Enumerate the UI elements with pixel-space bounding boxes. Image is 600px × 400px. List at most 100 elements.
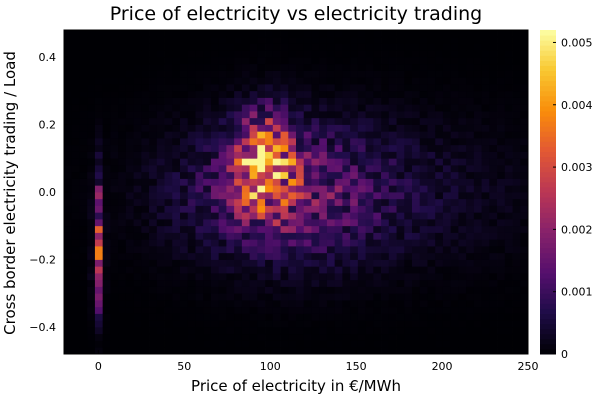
heatmap-cell	[203, 138, 212, 146]
heatmap-cell	[87, 151, 96, 159]
heatmap-cell	[412, 252, 421, 260]
heatmap-cell	[203, 57, 212, 65]
heatmap-cell	[350, 333, 359, 341]
heatmap-cell	[87, 259, 96, 267]
heatmap-cell	[373, 340, 382, 348]
heatmap-cell	[373, 192, 382, 200]
heatmap-cell	[520, 232, 529, 240]
heatmap-cell	[442, 252, 452, 260]
heatmap-cell	[180, 178, 189, 186]
heatmap-cell	[381, 178, 390, 186]
heatmap-cell	[412, 171, 421, 179]
heatmap-cell	[218, 252, 227, 260]
heatmap-cell	[102, 151, 111, 159]
heatmap-cell	[110, 293, 119, 301]
heatmap-cell	[87, 246, 96, 254]
heatmap-cell	[226, 138, 235, 146]
heatmap-cell	[133, 340, 142, 348]
heatmap-cell	[303, 111, 312, 119]
heatmap-cell	[156, 306, 165, 314]
heatmap-cell	[442, 347, 452, 355]
heatmap-cell	[334, 131, 343, 139]
heatmap-cell	[118, 124, 127, 132]
heatmap-cell	[288, 111, 297, 119]
heatmap-cell	[466, 57, 475, 65]
heatmap-cell	[141, 117, 150, 125]
heatmap-cell	[489, 151, 498, 159]
heatmap-cell	[149, 300, 158, 308]
heatmap-cell	[319, 266, 328, 274]
heatmap-cell	[412, 205, 421, 213]
heatmap-cell	[396, 266, 405, 274]
heatmap-cell	[357, 266, 366, 274]
heatmap-cell	[280, 158, 289, 166]
heatmap-cell	[357, 320, 366, 328]
heatmap-cell	[326, 320, 336, 328]
heatmap-cell	[357, 340, 366, 348]
heatmap-cell	[218, 259, 227, 267]
heatmap-cell	[326, 232, 336, 240]
heatmap-cell	[149, 252, 158, 260]
heatmap-cell	[102, 185, 111, 193]
heatmap-cell	[458, 165, 467, 173]
heatmap-cell	[357, 138, 366, 146]
x-tick-label: 100	[260, 360, 281, 373]
heatmap-cell	[265, 97, 274, 105]
heatmap-cell	[435, 205, 444, 213]
heatmap-cell	[419, 192, 428, 200]
heatmap-cell	[450, 286, 459, 294]
heatmap-cell	[473, 63, 482, 71]
heatmap-cell	[381, 340, 390, 348]
heatmap-cell	[125, 300, 134, 308]
heatmap-cell	[172, 111, 181, 119]
heatmap-cell	[94, 43, 104, 51]
heatmap-cell	[388, 347, 397, 355]
heatmap-cell	[481, 327, 490, 335]
heatmap-cell	[241, 306, 250, 314]
heatmap-cell	[257, 165, 266, 173]
x-tick-label: 200	[432, 360, 453, 373]
heatmap-cell	[311, 138, 320, 146]
heatmap-cell	[334, 225, 343, 233]
heatmap-cell	[241, 111, 250, 119]
heatmap-cell	[234, 124, 243, 132]
heatmap-cell	[87, 97, 96, 105]
heatmap-cell	[342, 347, 351, 355]
heatmap-cell	[450, 306, 459, 314]
heatmap-cell	[118, 144, 127, 152]
heatmap-cell	[319, 151, 328, 159]
heatmap-cell	[326, 165, 336, 173]
heatmap-cell	[296, 144, 305, 152]
heatmap-cell	[241, 165, 250, 173]
heatmap-cell	[265, 320, 274, 328]
heatmap-cell	[288, 158, 297, 166]
heatmap-cell	[234, 239, 243, 247]
x-tick-label: 50	[177, 360, 191, 373]
heatmap-cell	[404, 144, 413, 152]
heatmap-cell	[272, 306, 281, 314]
heatmap-cell	[218, 320, 227, 328]
heatmap-cell	[365, 151, 374, 159]
heatmap-cell	[94, 77, 104, 85]
heatmap-cell	[118, 273, 127, 281]
heatmap-cell	[396, 300, 405, 308]
heatmap-cell	[311, 77, 320, 85]
heatmap-cell	[195, 273, 204, 281]
heatmap-cell	[249, 327, 258, 335]
heatmap-cell	[125, 239, 134, 247]
heatmap-cell	[520, 205, 529, 213]
heatmap-cell	[334, 219, 343, 227]
heatmap-cell	[319, 246, 328, 254]
heatmap-cell	[388, 286, 397, 294]
heatmap-cell	[357, 273, 366, 281]
heatmap-cell	[350, 111, 359, 119]
heatmap-cell	[466, 198, 475, 206]
heatmap-cell	[133, 77, 142, 85]
heatmap-cell	[365, 124, 374, 132]
heatmap-cell	[466, 232, 475, 240]
heatmap-cell	[334, 171, 343, 179]
heatmap-cell	[249, 273, 258, 281]
heatmap-cell	[280, 36, 289, 44]
heatmap-cell	[404, 57, 413, 65]
heatmap-cell	[481, 246, 490, 254]
